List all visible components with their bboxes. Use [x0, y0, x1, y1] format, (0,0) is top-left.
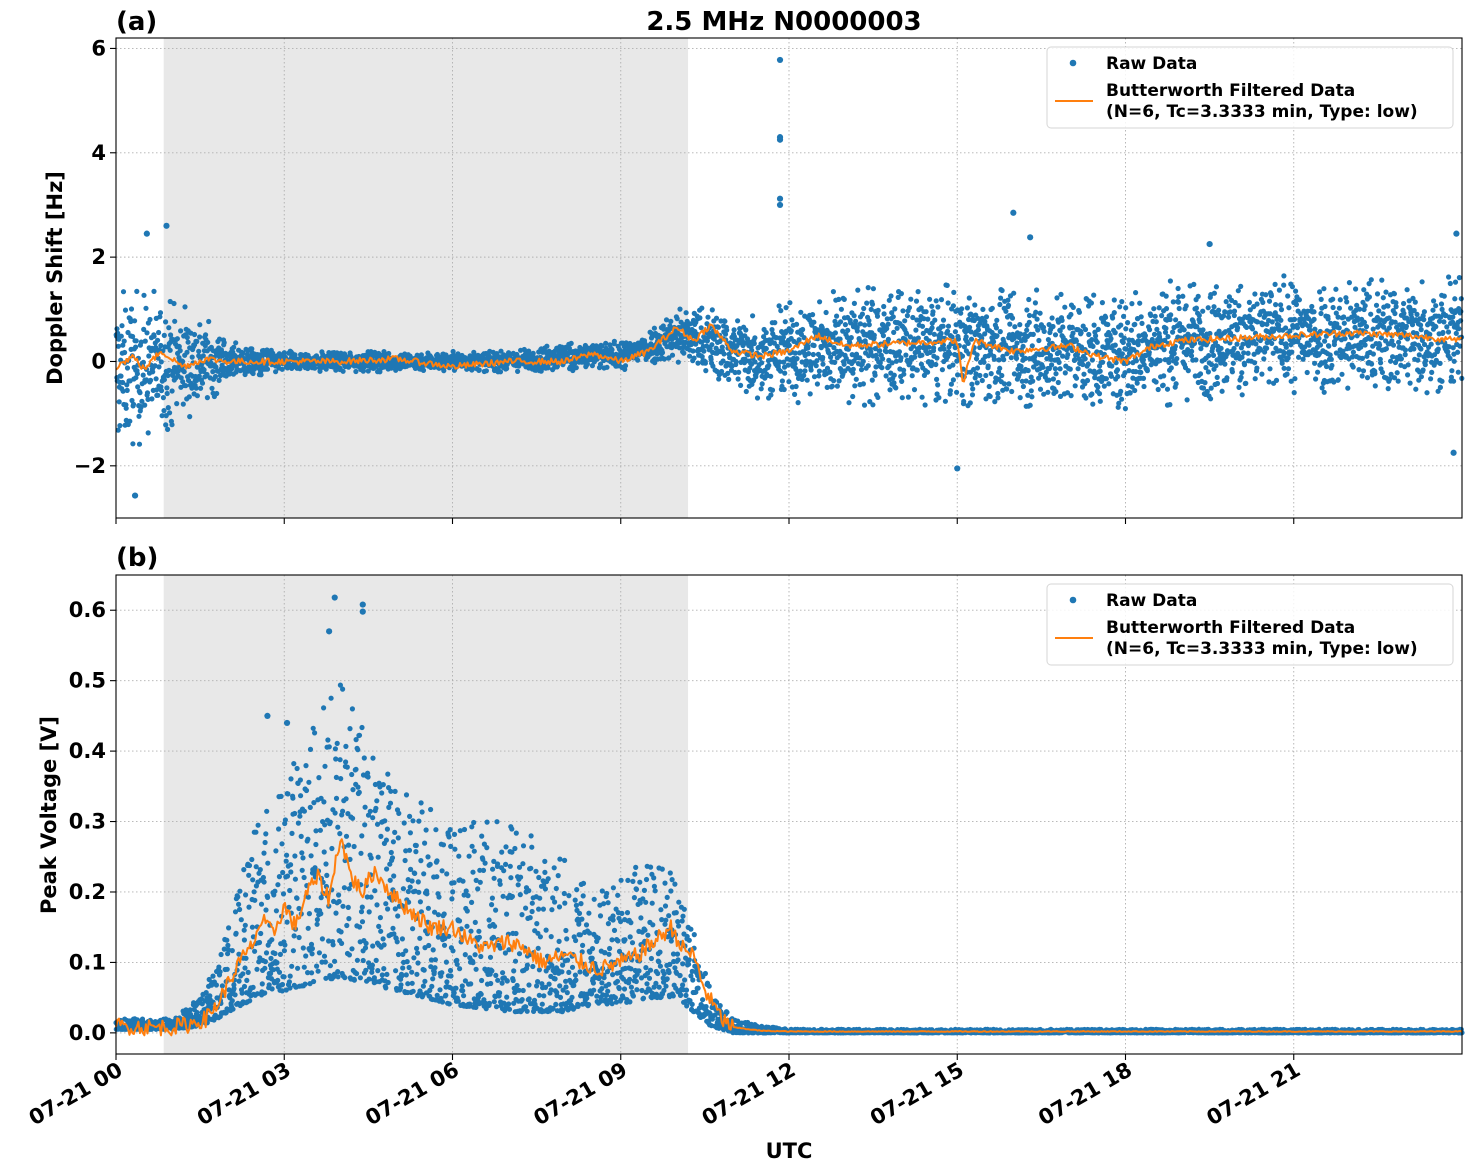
panel-a-legend: Raw Data Butterworth Filtered Data (N=6,… — [1046, 46, 1454, 129]
panel-a-doppler-shift: (a) Doppler Shift [Hz] −2 0 2 4 6 Raw Data B… — [43, 7, 1465, 524]
y-tick-label: 0.0 — [69, 1021, 106, 1045]
butterworth-filtered-line — [115, 323, 1463, 383]
raw-data-outlier-point — [1027, 234, 1034, 241]
x-tick-label: 07-21 15 — [866, 1058, 968, 1131]
raw-data-outlier-point — [326, 628, 333, 635]
raw-data-outlier-point — [1453, 230, 1460, 237]
y-tick-label: 0.2 — [69, 880, 106, 904]
raw-data-outlier-point — [331, 594, 338, 601]
x-axis-label: UTC — [766, 1139, 813, 1163]
y-tick-label: 6 — [91, 36, 106, 60]
y-tick-label: 0.6 — [69, 598, 106, 622]
x-tick-label: 07-21 18 — [1034, 1058, 1136, 1131]
raw-data-points — [113, 682, 1465, 1036]
raw-data-outlier-point — [359, 608, 366, 615]
y-tick-label: 0 — [91, 349, 106, 373]
panel-b-ylabel: Peak Voltage [V] — [37, 716, 61, 914]
y-tick-label: 4 — [91, 141, 106, 165]
y-tick-label: 0.1 — [69, 950, 106, 974]
panel-b-legend: Raw Data Butterworth Filtered Data (N=6,… — [1046, 583, 1454, 666]
raw-data-outlier-point — [163, 222, 170, 229]
y-tick-label: 0.4 — [69, 739, 106, 763]
y-tick-label: 0.5 — [69, 669, 106, 693]
raw-data-outlier-point — [776, 201, 784, 209]
raw-data-outlier-point — [954, 465, 961, 472]
legend-raw-data-marker — [1069, 59, 1077, 67]
panel-b-label: (b) — [116, 543, 158, 573]
raw-data-outlier-point — [359, 601, 366, 608]
raw-data-outlier-point — [283, 719, 291, 727]
raw-data-outlier-point — [776, 56, 784, 64]
y-tick-label: 0.3 — [69, 810, 106, 834]
raw-data-points — [113, 273, 1465, 447]
x-tick-labels: 07-21 00 07-21 03 07-21 06 07-21 09 07-21 12… — [25, 1058, 1305, 1131]
raw-data-outlier-point — [143, 230, 150, 237]
raw-data-outlier-point — [131, 492, 139, 499]
legend-filtered-data-label-line1: Butterworth Filtered Data — [1106, 81, 1355, 101]
night-shaded-region — [163, 38, 689, 518]
legend-raw-data-label: Raw Data — [1106, 54, 1197, 74]
x-tick-label: 07-21 21 — [1202, 1058, 1304, 1131]
raw-data-outlier-point — [264, 712, 271, 719]
legend-filtered-data-label-line2: (N=6, Tc=3.3333 min, Type: low) — [1106, 102, 1418, 122]
panel-b-peak-voltage: (b) Peak Voltage [V] 0.0 0.1 0.2 0.3 0.4 0.5 0… — [37, 543, 1465, 1060]
x-tick-label: 07-21 06 — [361, 1058, 463, 1131]
x-tick-label: 07-21 00 — [25, 1058, 127, 1131]
butterworth-filtered-line — [115, 838, 1463, 1037]
raw-data-outlier-point — [1010, 209, 1017, 216]
raw-data-outlier-point — [1206, 240, 1213, 248]
legend-raw-data-marker — [1069, 596, 1077, 604]
x-tick-label: 07-21 12 — [698, 1058, 800, 1131]
y-tick-label: 2 — [91, 245, 106, 269]
legend-filtered-data-label-line2: (N=6, Tc=3.3333 min, Type: low) — [1106, 639, 1418, 659]
x-tick-label: 07-21 03 — [193, 1058, 295, 1131]
legend-raw-data-label: Raw Data — [1106, 591, 1197, 611]
raw-data-outlier-point — [776, 195, 784, 202]
raw-data-outlier-point — [1450, 449, 1457, 456]
panel-a-label: (a) — [116, 7, 157, 37]
x-tick-label: 07-21 09 — [529, 1058, 631, 1131]
y-tick-label: −2 — [74, 454, 106, 478]
figure-title: 2.5 MHz N0000003 — [646, 7, 921, 37]
raw-data-outlier-point — [776, 136, 784, 143]
panel-a-ylabel: Doppler Shift [Hz] — [43, 171, 67, 385]
legend-filtered-data-label-line1: Butterworth Filtered Data — [1106, 618, 1355, 638]
